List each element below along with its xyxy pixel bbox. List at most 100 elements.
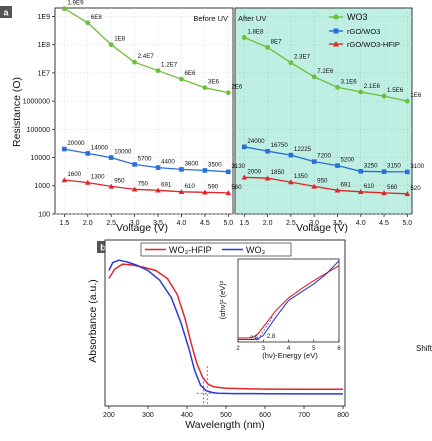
x-tick-label: 700 bbox=[298, 412, 310, 419]
before-uv-rgo-wo3-hfip-data-label: 590 bbox=[208, 183, 219, 190]
y-axis-ticks: 1E9 1E8 1E7 1000000 100000 10000 1000 100 bbox=[23, 14, 55, 218]
before-uv-wo3-data-label: 1.9E9 bbox=[67, 0, 84, 7]
before-uv-wo3-data-label: 2.4E7 bbox=[138, 53, 155, 60]
plot-before-uv-frame bbox=[54, 7, 234, 215]
y-tick-label: 10000 bbox=[31, 155, 51, 162]
before-uv-rgo-wo3-hfip-point bbox=[61, 177, 68, 183]
after-uv-rgo-wo3-data-label: 7200 bbox=[317, 153, 331, 160]
after-uv-wo3-point bbox=[381, 93, 387, 99]
legend-rgo-wo3-hfip-label: rGO/WO3-HFIP bbox=[347, 40, 400, 49]
after-uv-rgo-wo3-hfip-point bbox=[381, 190, 387, 196]
before-uv-rgo-wo3-hfip-point bbox=[155, 187, 161, 193]
legend-rgo-wo3-label: rGO/WO3 bbox=[347, 27, 380, 36]
x-tick-label: 1.5 bbox=[60, 220, 70, 227]
before-uv-wo3-point bbox=[85, 20, 91, 26]
panel-a: a Before UV After UV 1E9 1E8 1E7 1000000 100… bbox=[0, 0, 425, 234]
after-uv-x-ticks: 1.5 2.0 2.5 3.0 3.5 4.0 4.5 5.0 bbox=[239, 214, 412, 227]
before-uv-rgo-wo3-point bbox=[85, 151, 91, 156]
before-uv-rgo-wo3-hfip-point bbox=[108, 183, 115, 189]
after-uv-rgo-wo3-hfip-data-label: 691 bbox=[340, 181, 351, 188]
after-uv-rgo-wo3-hfip-point bbox=[357, 189, 364, 195]
before-uv-wo3-point bbox=[179, 76, 184, 82]
plot-after-uv-grid bbox=[235, 8, 412, 215]
before-uv-rgo-wo3-point bbox=[132, 162, 137, 167]
after-uv-rgo-wo3-data-label: 16750 bbox=[271, 142, 289, 149]
after-uv-rgo-wo3-line bbox=[244, 146, 408, 173]
x-tick-label: 4.5 bbox=[379, 220, 389, 227]
after-uv-series: 1.8E8 8E7 2.3E7 7.2E6 3.1E6 2.1E6 1.5E6 1E6 2400… bbox=[241, 29, 425, 196]
y-tick-label: 100 bbox=[38, 211, 50, 218]
before-uv-rgo-wo3-hfip-point bbox=[178, 189, 185, 195]
after-uv-title: After UV bbox=[238, 14, 266, 23]
after-uv-wo3-data-label: 2.1E6 bbox=[364, 83, 381, 90]
x-tick-label: 3.0 bbox=[309, 220, 319, 227]
after-uv-rgo-wo3-hfip-line bbox=[244, 176, 408, 195]
after-uv-wo3-point bbox=[241, 35, 247, 40]
absorbance-wo-line bbox=[108, 259, 343, 395]
after-uv-wo3-point bbox=[265, 45, 271, 50]
after-uv-rgo-wo3-hfip-point bbox=[334, 187, 341, 193]
before-uv-rgo-wo3-point bbox=[155, 165, 161, 170]
before-uv-rgo-wo3-hfip-data-label: 1600 bbox=[67, 171, 81, 178]
panel-a-y-axis-label: Resistance (O) bbox=[11, 77, 23, 147]
legend-rgo-wo3-marker bbox=[333, 28, 339, 34]
y-tick-label: 1E8 bbox=[38, 42, 51, 49]
before-uv-rgo-wo3-hfip-data-label: 950 bbox=[114, 177, 125, 184]
after-uv-rgo-wo3-point bbox=[265, 148, 270, 154]
after-uv-rgo-wo3-hfip-data-label: 1350 bbox=[294, 173, 308, 180]
after-uv-rgo-wo3-hfip-data-label: 520 bbox=[410, 185, 421, 192]
after-uv-rgo-wo3-point bbox=[311, 159, 317, 164]
after-uv-rgo-wo3-data-label: 3150 bbox=[387, 163, 401, 170]
before-uv-rgo-wo3-point bbox=[226, 169, 231, 175]
x-tick-label: 4.5 bbox=[200, 220, 210, 227]
after-uv-rgo-wo3-point bbox=[288, 152, 294, 158]
after-uv-wo3-point bbox=[358, 89, 364, 95]
legend-wo3-label: WO3 bbox=[347, 12, 368, 22]
y-tick-label: 1E9 bbox=[38, 14, 51, 21]
legend-wo3-marker bbox=[333, 14, 339, 20]
inset-y-axis-label: (αhν)² (eV)² bbox=[218, 280, 227, 319]
x-tick-label: 1.5 bbox=[239, 220, 249, 227]
x-tick-label: 3.0 bbox=[130, 220, 140, 227]
before-uv-wo3-data-label: 1.2E7 bbox=[161, 62, 178, 69]
after-uv-rgo-wo3-hfip-point bbox=[264, 175, 271, 181]
before-uv-rgo-wo3-data-label: 14000 bbox=[91, 144, 109, 151]
panel-b: b 200 300 400 500 600 700 800 Shift WO₃-HFIP W… bbox=[87, 239, 432, 431]
after-uv-wo3-point bbox=[288, 60, 294, 66]
after-uv-rgo-wo3-point bbox=[242, 144, 247, 150]
before-uv-wo3-line bbox=[64, 8, 229, 94]
after-uv-rgo-wo3-point bbox=[381, 169, 387, 175]
x-tick-label: 4.0 bbox=[356, 220, 366, 227]
before-uv-rgo-wo3-data-label: 3800 bbox=[184, 160, 198, 167]
before-uv-wo3-point bbox=[108, 42, 114, 48]
panel-a-legend: WO3 rGO/WO3 rGO/WO3-HFIP bbox=[329, 12, 400, 49]
legend-wo3-abs-label: WO₃ bbox=[246, 245, 265, 255]
after-uv-rgo-wo3-hfip-point bbox=[288, 179, 294, 185]
plot-before-uv-grid bbox=[55, 8, 233, 215]
inset-x-tick-label: 3 bbox=[262, 346, 266, 352]
before-uv-wo3-data-label: 1E8 bbox=[114, 36, 126, 43]
inset-wo-hfip-line bbox=[238, 265, 340, 339]
x-tick-label: 300 bbox=[142, 412, 154, 419]
absorbance-wo-hfip-line bbox=[108, 263, 343, 391]
y-tick-label: 100000 bbox=[27, 127, 50, 134]
inset-annotation-2-8: 2.8 bbox=[267, 334, 276, 340]
before-uv-rgo-wo3-data-label: 5700 bbox=[138, 155, 152, 162]
x-tick-label: 200 bbox=[103, 412, 115, 419]
before-uv-wo3-point bbox=[155, 68, 161, 74]
y-tick-label: 1000 bbox=[34, 183, 50, 190]
before-uv-rgo-wo3-hfip-line bbox=[64, 179, 229, 194]
after-uv-wo3-data-label: 1.8E8 bbox=[247, 29, 264, 36]
x-tick-label: 2.5 bbox=[106, 220, 116, 227]
x-tick-label: 400 bbox=[181, 412, 193, 419]
after-uv-rgo-wo3-data-label: 24000 bbox=[247, 138, 265, 145]
inset-x-tick-label: 2 bbox=[236, 346, 240, 352]
before-uv-rgo-wo3-hfip-point bbox=[84, 179, 91, 185]
inset-x-ticks: 2 3 4 5 6 bbox=[236, 339, 341, 352]
panel-b-y-axis-label: Absorbance (a.u.) bbox=[87, 279, 99, 362]
after-uv-rgo-wo3-hfip-data-label: 610 bbox=[364, 183, 375, 190]
before-uv-rgo-wo3-hfip-data-label: 691 bbox=[161, 181, 172, 188]
x-tick-label: 800 bbox=[337, 412, 349, 419]
x-tick-label: 5.0 bbox=[223, 220, 233, 227]
after-uv-wo3-point bbox=[311, 74, 317, 80]
